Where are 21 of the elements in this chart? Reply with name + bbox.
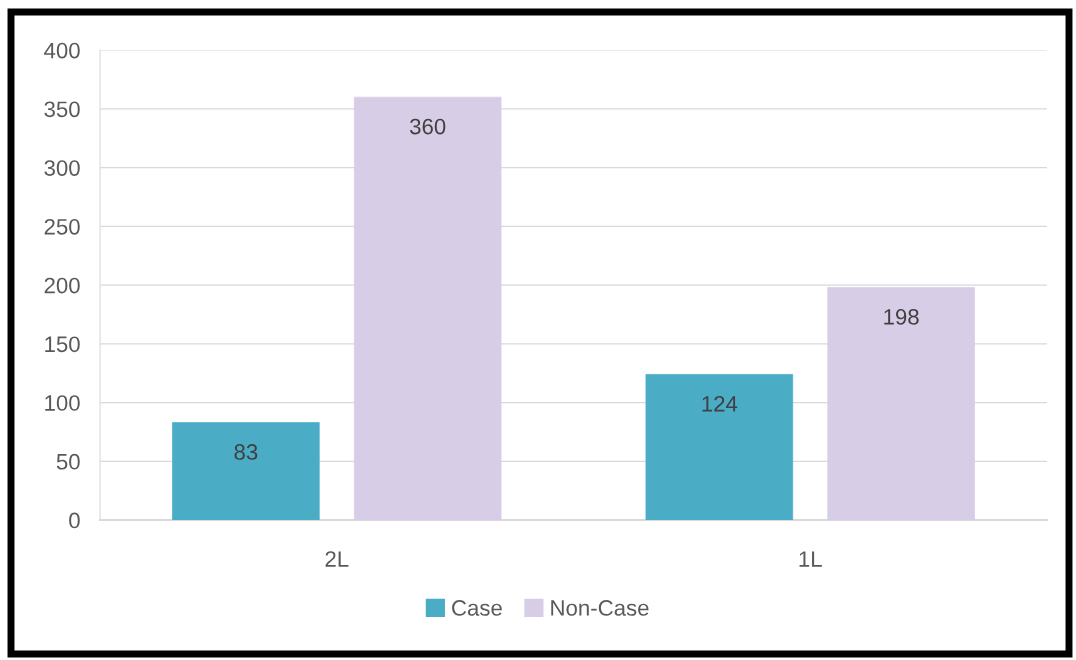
bar: [172, 422, 320, 521]
bar: [645, 374, 794, 521]
y-tick-label: 350: [44, 101, 80, 118]
y-tick-label: 300: [44, 160, 80, 176]
data-label: 198: [884, 309, 919, 325]
bar: [353, 96, 502, 521]
y-tick-label: 150: [45, 336, 80, 353]
y-tick-label: 200: [44, 277, 80, 294]
y-tick-label: 50: [56, 453, 80, 470]
x-tick-label: 2L: [325, 551, 349, 567]
y-tick-label: 250: [44, 218, 80, 235]
x-tick-label: 1L: [799, 551, 822, 567]
bar: [827, 287, 975, 521]
data-label: 124: [702, 395, 738, 412]
y-tick-label: 100: [45, 395, 80, 411]
legend-label: Case: [452, 600, 502, 616]
y-tick-label: 0: [69, 512, 80, 529]
data-label: 360: [410, 118, 446, 135]
y-tick-label: 400: [44, 42, 80, 59]
legend-label: Non-Case: [551, 600, 649, 616]
data-label: 83: [234, 444, 258, 460]
